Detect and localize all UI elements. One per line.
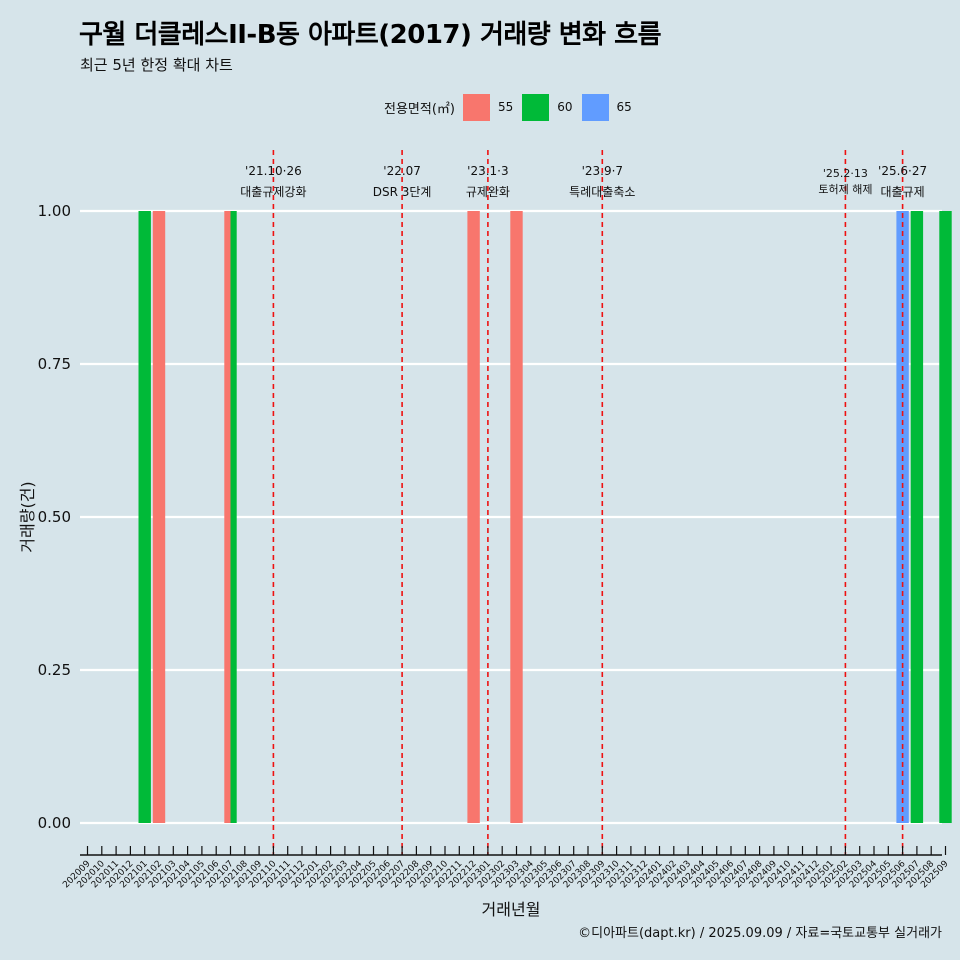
legend-swatch-55 bbox=[462, 93, 490, 121]
event-label-202502: 토허제 해제 bbox=[818, 182, 872, 196]
legend-item-65: 65 bbox=[581, 93, 632, 121]
event-date-202207: '22.07 bbox=[383, 164, 421, 178]
legend-swatch-60 bbox=[522, 93, 550, 121]
event-label-202309: 특례대출축소 bbox=[569, 185, 635, 199]
bar-202107-60 bbox=[230, 211, 237, 823]
legend-swatch-65 bbox=[581, 93, 609, 121]
legend-item-55: 55 bbox=[462, 93, 514, 121]
y-tick-label-3: 0.75 bbox=[38, 355, 71, 373]
bar-202506-65 bbox=[896, 211, 909, 823]
event-label-202110: 대출규제강화 bbox=[240, 185, 306, 199]
bar-202303-55 bbox=[510, 211, 523, 823]
bar-202507-60 bbox=[910, 211, 924, 823]
source-caption: ©디아파트(dapt.kr) / 2025.09.09 / 자료=국토교통부 실… bbox=[578, 926, 942, 941]
event-label-202301: 규제완화 bbox=[466, 185, 510, 199]
y-tick-label-4: 1.00 bbox=[38, 202, 71, 220]
legend: 전용면적(㎡) 55 60 65 bbox=[384, 93, 641, 121]
event-label-202207: DSR 3단계 bbox=[373, 185, 432, 199]
event-date-202301: '23.1·3 bbox=[467, 164, 508, 178]
event-label-202506: 대출규제 bbox=[881, 185, 925, 199]
bar-202101-60 bbox=[138, 211, 151, 823]
legend-label-65: 65 bbox=[616, 100, 632, 114]
event-date-202309: '23.9·7 bbox=[582, 164, 623, 178]
y-tick-label-2: 0.50 bbox=[38, 508, 71, 526]
event-date-202110: '21.10·26 bbox=[245, 164, 302, 178]
legend-title: 전용면적(㎡) bbox=[384, 101, 455, 117]
y-tick-label-0: 0.00 bbox=[38, 814, 71, 832]
y-axis-title: 거래량(건) bbox=[18, 481, 37, 552]
bar-202102-55 bbox=[152, 211, 166, 823]
legend-item-60: 60 bbox=[522, 93, 573, 121]
chart-title: 구월 더클레스II-B동 아파트(2017) 거래량 변화 흐름 bbox=[79, 20, 661, 50]
bar-202212-55 bbox=[467, 211, 480, 823]
legend-label-55: 55 bbox=[497, 100, 514, 114]
event-date-202506: '25.6·27 bbox=[878, 164, 927, 178]
bar-202509-60 bbox=[939, 211, 952, 823]
legend-label-60: 60 bbox=[557, 100, 573, 114]
event-date-202502: '25.2·13 bbox=[823, 167, 868, 180]
y-tick-label-1: 0.25 bbox=[38, 661, 71, 679]
bar-202107-55 bbox=[224, 211, 231, 823]
x-axis-title: 거래년월 bbox=[482, 900, 541, 919]
chart-subtitle: 최근 5년 한정 확대 차트 bbox=[80, 56, 233, 74]
